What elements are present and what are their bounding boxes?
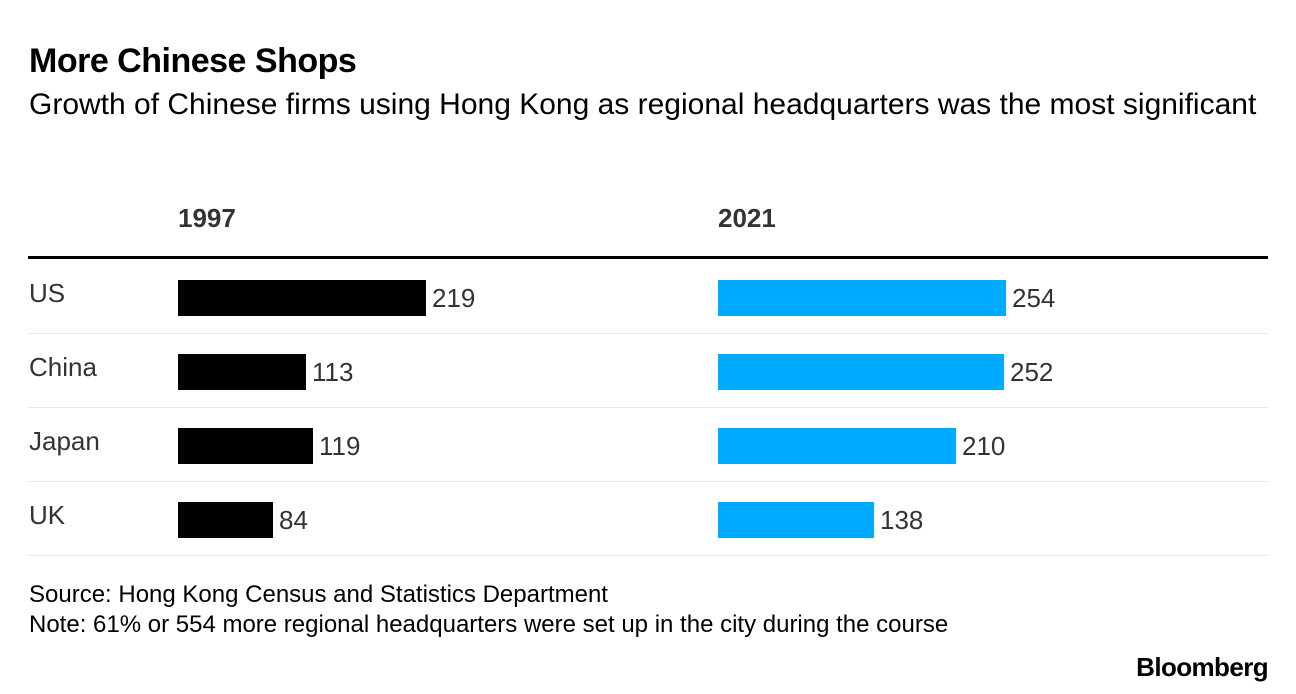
value-label-2021-china: 252 xyxy=(1010,357,1054,387)
bar-1997-china xyxy=(178,354,306,390)
category-label-uk: UK xyxy=(29,500,66,530)
footnote: Note: 61% or 554 more regional headquart… xyxy=(29,611,949,638)
column-header-2021: 2021 xyxy=(718,203,776,233)
header-rule xyxy=(28,256,1268,259)
value-label-1997-uk: 84 xyxy=(279,505,308,535)
value-label-1997-japan: 119 xyxy=(319,431,361,461)
category-label-china: China xyxy=(29,352,97,382)
value-label-1997-us: 219 xyxy=(432,283,476,313)
column-header-1997: 1997 xyxy=(178,203,236,233)
bar-2021-us xyxy=(718,280,1006,316)
value-label-1997-china: 113 xyxy=(312,357,354,387)
category-label-japan: Japan xyxy=(29,426,100,456)
category-label-us: US xyxy=(29,278,66,308)
bar-2021-uk xyxy=(718,502,874,538)
bar-2021-china xyxy=(718,354,1004,390)
source-note: Source: Hong Kong Census and Statistics … xyxy=(29,581,608,608)
bar-1997-uk xyxy=(178,502,273,538)
bar-1997-japan xyxy=(178,428,313,464)
chart-subtitle: Growth of Chinese firms using Hong Kong … xyxy=(29,88,1257,121)
value-label-2021-japan: 210 xyxy=(962,431,1006,461)
bar-2021-japan xyxy=(718,428,956,464)
value-label-2021-uk: 138 xyxy=(880,505,924,535)
chart-footer: Source: Hong Kong Census and Statistics … xyxy=(29,580,1009,640)
bloomberg-logo: Bloomberg xyxy=(1136,652,1268,682)
row-separator xyxy=(28,481,1268,482)
value-label-2021-us: 254 xyxy=(1012,283,1056,313)
chart-title: More Chinese Shops xyxy=(29,42,357,80)
row-separator xyxy=(28,333,1268,334)
row-separator xyxy=(28,407,1268,408)
bar-1997-us xyxy=(178,280,426,316)
row-separator xyxy=(28,555,1268,556)
